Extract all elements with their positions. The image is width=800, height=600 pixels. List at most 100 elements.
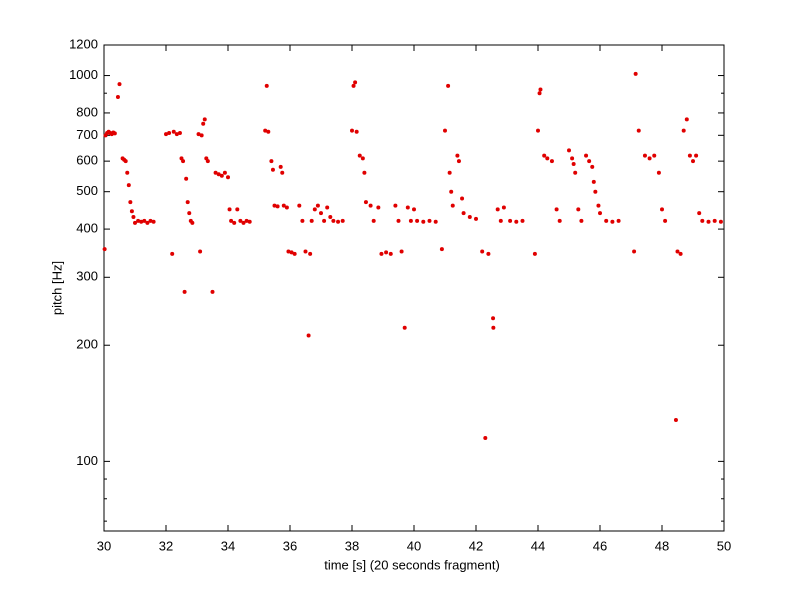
- y-tick-label: 1200: [69, 36, 98, 51]
- point: [567, 148, 571, 153]
- point: [167, 130, 172, 135]
- point: [303, 249, 308, 254]
- point: [125, 170, 130, 175]
- point: [351, 83, 356, 88]
- point: [226, 175, 230, 180]
- point: [652, 153, 657, 158]
- point: [467, 214, 472, 219]
- point: [232, 220, 237, 225]
- point: [694, 153, 699, 158]
- point: [148, 218, 153, 223]
- y-tick-label: 400: [76, 221, 98, 236]
- point: [379, 251, 384, 256]
- point: [433, 219, 438, 224]
- point: [292, 251, 297, 256]
- point: [520, 218, 525, 223]
- point: [491, 316, 496, 321]
- point: [681, 128, 686, 133]
- point: [673, 418, 678, 423]
- point: [177, 130, 182, 135]
- point: [590, 164, 595, 169]
- point: [235, 207, 240, 212]
- point: [474, 216, 478, 221]
- point: [697, 211, 702, 216]
- point: [687, 153, 692, 158]
- x-tick-label: 46: [593, 538, 607, 553]
- point: [244, 218, 249, 223]
- x-tick-label: 38: [345, 538, 359, 553]
- point: [678, 251, 683, 256]
- point: [508, 218, 513, 223]
- y-tick-label: 100: [76, 453, 98, 468]
- point: [402, 325, 407, 330]
- point: [222, 170, 227, 175]
- point: [408, 218, 413, 223]
- point: [498, 218, 503, 223]
- point: [275, 204, 280, 209]
- point: [576, 207, 581, 212]
- point: [412, 207, 416, 212]
- point: [227, 207, 232, 212]
- point: [396, 218, 401, 223]
- point: [571, 161, 576, 166]
- point: [439, 247, 444, 252]
- point: [216, 172, 221, 177]
- point: [596, 203, 601, 208]
- point: [584, 153, 589, 158]
- point: [371, 218, 376, 223]
- point: [647, 156, 652, 161]
- y-tick-label: 500: [76, 183, 98, 198]
- point: [362, 170, 367, 175]
- point: [128, 200, 133, 205]
- point: [663, 218, 668, 223]
- point: [587, 159, 592, 164]
- point: [164, 132, 168, 137]
- point: [376, 205, 381, 210]
- point: [213, 170, 218, 175]
- x-tick-label: 48: [655, 538, 669, 553]
- point: [486, 251, 491, 256]
- point: [280, 170, 285, 175]
- point: [325, 205, 330, 210]
- point: [700, 218, 705, 223]
- point: [328, 214, 333, 219]
- point: [427, 218, 432, 223]
- point: [350, 128, 354, 133]
- point: [514, 219, 519, 224]
- point: [199, 133, 204, 138]
- point: [270, 167, 275, 172]
- point: [598, 211, 602, 216]
- x-tick-label: 30: [97, 538, 111, 553]
- point: [340, 218, 345, 223]
- point: [591, 179, 596, 184]
- point: [136, 218, 141, 223]
- y-tick-label: 700: [76, 127, 98, 142]
- point: [322, 218, 327, 223]
- point: [112, 131, 117, 136]
- point: [269, 159, 274, 164]
- point: [443, 128, 447, 133]
- point: [123, 159, 128, 164]
- point: [579, 218, 584, 223]
- point: [642, 153, 647, 158]
- point: [557, 218, 562, 223]
- point: [115, 94, 120, 99]
- point: [570, 156, 575, 161]
- point: [538, 87, 543, 92]
- point: [308, 251, 313, 256]
- point: [684, 117, 689, 122]
- point: [133, 220, 137, 225]
- point: [450, 203, 455, 208]
- point: [284, 205, 289, 210]
- point: [187, 211, 192, 216]
- point: [610, 219, 615, 224]
- point: [145, 220, 150, 225]
- point: [656, 170, 661, 175]
- point: [405, 205, 410, 210]
- point: [331, 218, 336, 223]
- point: [480, 249, 485, 254]
- point: [210, 289, 215, 294]
